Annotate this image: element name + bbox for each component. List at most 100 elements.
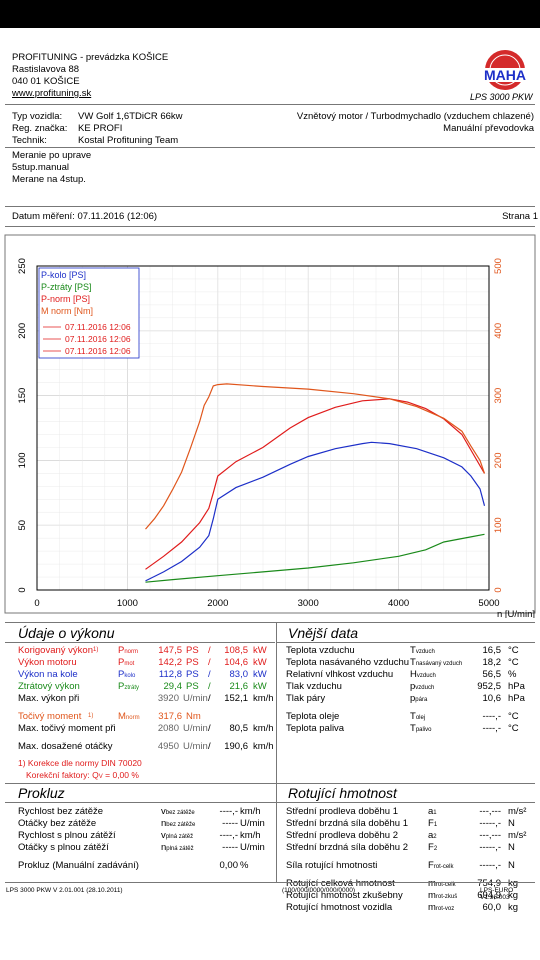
row-value: 16,5 (482, 645, 502, 656)
row-label: Výkon motoru (18, 657, 77, 668)
row-unit: kg (508, 890, 519, 901)
correction-factor: Korekční faktory: QV = 0,00 % (26, 770, 139, 780)
y-tick-label-right: 200 (493, 452, 504, 468)
data-row: Střední brzdná síla doběhu 2 F2 -----,- N (286, 842, 536, 854)
y-tick-label-right: 400 (493, 323, 504, 339)
company-address: PROFITUNING - prevádzka KOŠICE Rastislav… (12, 52, 168, 100)
performance-table: Korigovaný výkon 1) Pnorm 147,5 PS / 108… (18, 645, 274, 781)
x-axis-label: n [U/min] (497, 609, 535, 618)
rotating-mass-title: Rotující hmotnost (288, 785, 397, 801)
external-data-title: Vnější data (288, 625, 359, 641)
row-label: Max. dosažené otáčky (18, 741, 113, 752)
data-row: Tlak páry ppára 10,6 hPa (286, 693, 536, 705)
max-power-row: Max. výkon při 3920 U/min / 152,1 km/h (18, 693, 274, 704)
p-ztraty-line (145, 533, 485, 583)
row-symbol: Frot-celk (428, 860, 454, 871)
row-value: ----- (222, 818, 238, 829)
note-line: Meranie po uprave (12, 150, 92, 161)
torque-unit: Nm (186, 711, 201, 722)
kw-unit: kW (253, 669, 267, 680)
divider (5, 622, 535, 623)
gearbox-type: Manuální převodovka (443, 123, 534, 134)
kw-unit: kW (253, 681, 267, 692)
row-label: Teplota vzduchu (286, 645, 355, 656)
row-label: Točivý moment (18, 711, 82, 722)
speed-unit: km/h (253, 723, 274, 734)
reg-value: KE PROFI (78, 123, 123, 134)
row-symbol: vbez zátěže (161, 806, 195, 817)
chart-frame (4, 234, 536, 614)
y-tick-label-left: 0 (17, 587, 28, 592)
footnote-mark: 1) (93, 647, 99, 653)
row-label: Výkon na kole (18, 669, 78, 680)
manual-slip-row: Prokluz (Manuální zadávání) 0,00% (18, 860, 273, 872)
row-label: Relativní vlhkost vzduchu (286, 669, 394, 680)
row-unit: m/s² (508, 830, 527, 841)
kw-unit: kW (253, 657, 267, 668)
slip-section-title: Prokluz (18, 785, 65, 801)
row-symbol: Tnasávaný vzduch (410, 657, 463, 668)
row-symbol: nbez zátěže (161, 818, 196, 829)
row-value: 694,9 (477, 890, 501, 901)
ps-unit: PS (186, 669, 199, 680)
logo-brand-text: MAHA (484, 67, 526, 83)
data-row: Teplota paliva Tpalivo ----,- °C (286, 723, 536, 735)
row-symbol: mrot-celk (428, 878, 456, 889)
row-symbol: Pnorm (118, 645, 139, 656)
speed-value: 80,5 (229, 723, 249, 734)
data-row: Teplota vzduchu Tvzduch 16,5 °C (286, 645, 536, 657)
footer-version: LPS 3000 PKW V 2.01.001 (28.10.2011) (6, 887, 123, 894)
legend-entry: M norm [Nm] (41, 306, 93, 316)
row-symbol: Pmot (118, 657, 135, 668)
data-row: Střední brzdná síla doběhu 1 F1 -----,- N (286, 818, 536, 830)
row-value: ----,- (219, 806, 238, 817)
row-label: Max. točivý moment při (18, 723, 116, 734)
kw-value: 21,6 (229, 681, 249, 692)
divider (5, 104, 535, 105)
legend-run-label: 07.11.2016 12:06 (65, 322, 131, 332)
row-label: Tlak páry (286, 693, 326, 704)
row-unit: N (508, 860, 515, 871)
performance-section-title: Údaje o výkonu (18, 625, 115, 641)
page-number: Strana 1 (502, 211, 538, 222)
legend-run-label: 07.11.2016 12:06 (65, 346, 131, 356)
x-tick-label: 4000 (388, 598, 409, 609)
rpm-unit: U/min (183, 693, 208, 704)
row-symbol: a1 (428, 806, 437, 817)
row-unit: kg (508, 878, 519, 889)
row-unit: m/s² (508, 806, 527, 817)
row-value: 952,5 (477, 681, 501, 692)
data-row: Rychlost s plnou zátěží vplná zátěž ----,-… (18, 830, 273, 842)
row-label: Prokluz (Manuální zadávání) (18, 860, 139, 871)
kw-value: 104,6 (224, 657, 248, 668)
speed-value: 152,1 (224, 693, 248, 704)
row-unit: °C (508, 723, 519, 734)
power-torque-chart: 0 1000 2000 3000 4000 5000 0 50 100 150 200 250 0 100… (4, 234, 536, 618)
y-tick-label-left: 250 (17, 258, 28, 274)
row-unit: U/min (240, 818, 265, 829)
rpm-value: 3920 (157, 693, 179, 704)
data-row: Střední prodleva doběhu 1 a1 ---,--- m/s² (286, 806, 536, 818)
y-tick-label-right: 300 (493, 388, 504, 404)
row-value: -----,- (479, 818, 501, 829)
row-label: Max. výkon při (18, 693, 80, 704)
divider (5, 226, 535, 227)
torque-value: 317,6 (158, 711, 182, 722)
divider (5, 206, 535, 207)
company-street: Rastislavova 88 (12, 64, 80, 75)
divider (5, 642, 275, 643)
data-row: Teplota oleje Tolej ----,- °C (286, 711, 536, 723)
row-label: Korigovaný výkon (18, 645, 93, 656)
row-unit: °C (508, 711, 519, 722)
external-data-table: Teplota vzduchu Tvzduch 16,5 °C Teplota nasá… (286, 645, 536, 735)
wheel-power-row: Výkon na kole Pkolo 112,8 PS / 83,0 kW (18, 669, 267, 680)
company-website-link[interactable]: www.profituning.sk (12, 88, 92, 99)
ps-value: 112,8 (158, 669, 182, 680)
data-row: Otáčky bez zátěže nbez zátěže ----- U/min (18, 818, 273, 830)
data-row: Relativní vlhkost vzduchu Hvzduch 56,5% (286, 669, 536, 681)
footnote-mark: 1) (88, 713, 94, 719)
row-symbol: F1 (428, 818, 438, 829)
divider (5, 783, 535, 784)
data-row: Rotující hmotnost vozidla mrot-voz 60,0 kg (286, 902, 536, 914)
row-unit: km/h (240, 806, 261, 817)
